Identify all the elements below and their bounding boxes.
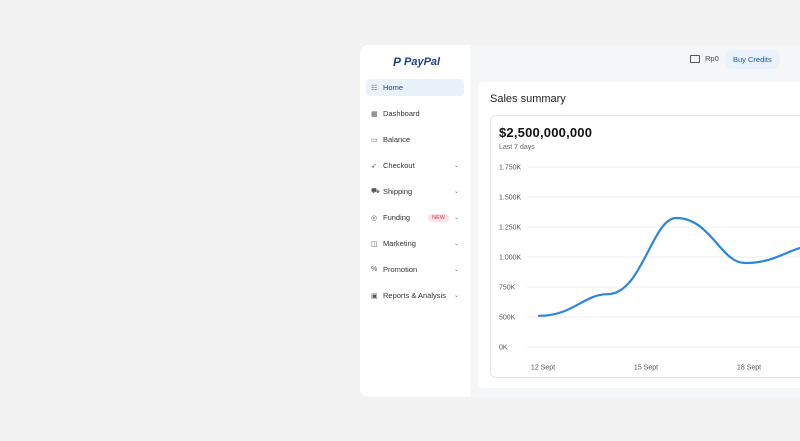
percent-icon: % [371,266,378,273]
list-icon: ☷ [371,84,378,92]
sidebar-item-checkout[interactable]: ➶ Checkout ⌄ [366,157,464,174]
chevron-down-icon[interactable]: ⌄ [453,163,459,169]
sidebar-item-balance[interactable]: ▭ Balance [366,131,464,148]
topbar: Rp0 Buy Credits [470,45,800,75]
chevron-down-icon[interactable]: ⌄ [453,293,459,299]
sidebar-item-label: Reports & Analysis [383,291,446,300]
coins-icon: ◎ [371,214,378,222]
chevron-down-icon[interactable]: ⌄ [453,215,459,221]
buy-credits-button[interactable]: Buy Credits [725,50,780,69]
balance-value: Rp0 [705,54,719,63]
paypal-p-icon: P [393,55,402,69]
sidebar-item-label: Shipping [383,187,413,196]
total-amount: $2,500,000,000 [499,125,593,140]
new-badge: NEW [428,213,449,222]
y-tick-label: 750K [499,285,516,292]
period-label: Last 7 days [499,144,535,151]
logo-text: PayPal [404,56,441,68]
sidebar-item-marketing[interactable]: ◫ Marketing ⌄ [366,235,464,252]
chevron-down-icon[interactable]: ⌄ [453,241,459,247]
sidebar-item-label: Dashboard [383,109,420,118]
sidebar-item-label: Funding [383,213,411,222]
wallet-icon [690,54,700,63]
balance-display: Rp0 [690,54,719,63]
megaphone-icon: ◫ [371,240,378,248]
sidebar-nav: ☷ Home ▦ Dashboard ▭ Balance ➶ Checkout ⌄ ⛟ Shippi… [366,79,464,313]
sidebar-item-promotion[interactable]: % Promotion ⌄ [366,261,464,278]
y-tick-label: 1.750K [499,165,522,172]
sales-line [537,216,800,317]
app-window: P PayPal ☷ Home ▦ Dashboard ▭ Balance ➶ Checkout… [360,45,800,397]
sidebar-item-reports-analysis[interactable]: ▣ Reports & Analysis ⌄ [366,287,464,304]
sidebar-item-label: Checkout [383,161,415,170]
sales-summary-card: Sales summary $2,500,000,000 Last 7 days… [478,82,800,388]
chart-panel: $2,500,000,000 Last 7 days 0K 500K 750K 1.0… [490,115,800,378]
sidebar: P PayPal ☷ Home ▦ Dashboard ▭ Balance ➶ Checkout… [360,45,470,397]
rocket-icon: ➶ [371,162,377,170]
y-tick-label: 1.500K [499,195,522,202]
grid-icon: ▦ [371,110,378,118]
chevron-down-icon[interactable]: ⌄ [453,267,459,273]
card-title: Sales summary [490,93,566,105]
sidebar-item-label: Balance [383,135,411,144]
sidebar-item-label: Promotion [383,265,418,274]
sidebar-item-home[interactable]: ☷ Home [366,79,464,96]
report-icon: ▣ [371,292,378,300]
y-tick-label: 500K [499,315,516,322]
x-tick-label: 15 Sept [634,365,658,372]
sales-line-chart: 0K 500K 750K 1.000K 1.250K 1.500K 1.750K 12 Sep… [499,165,800,372]
chevron-down-icon[interactable]: ⌄ [453,189,459,195]
x-tick-label: 18 Sept [737,365,761,372]
sidebar-item-label: Marketing [383,239,416,248]
sidebar-item-shipping[interactable]: ⛟ Shipping ⌄ [366,183,464,200]
sidebar-item-dashboard[interactable]: ▦ Dashboard [366,105,464,122]
truck-icon: ⛟ [371,188,380,195]
sidebar-item-funding[interactable]: ◎ Funding NEW ⌄ [366,209,464,226]
x-tick-label: 12 Sept [531,365,555,372]
y-tick-label: 0K [499,345,508,352]
sidebar-item-label: Home [383,83,404,92]
y-tick-label: 1.250K [499,225,522,232]
paypal-logo[interactable]: P PayPal [393,55,440,69]
y-tick-label: 1.000K [499,255,522,262]
wallet-icon: ▭ [371,136,378,144]
